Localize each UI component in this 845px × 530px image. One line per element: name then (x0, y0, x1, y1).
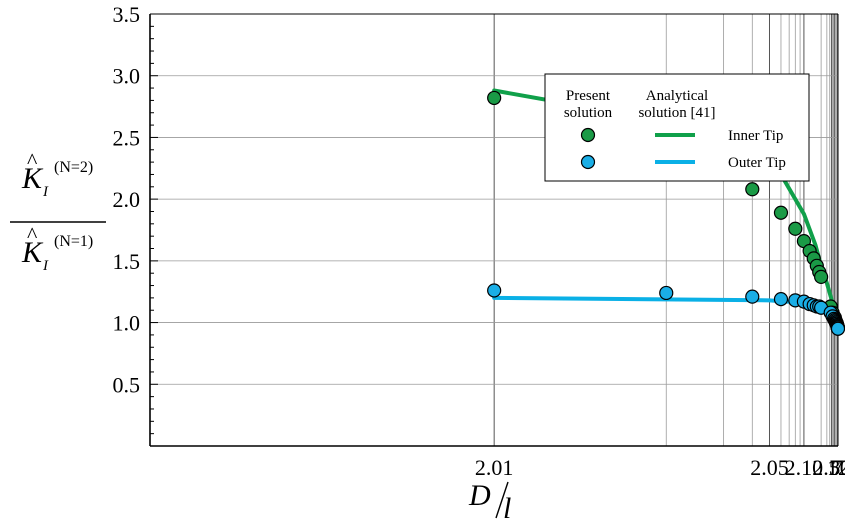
legend-header-line: Present (566, 88, 611, 104)
y-tick-label: 3.5 (113, 2, 141, 27)
data-point-inner-tip (774, 206, 787, 219)
data-point-outer-tip (488, 284, 501, 297)
y-label-num-hat: ^ (27, 148, 38, 173)
data-point-outer-tip (774, 293, 787, 306)
legend-marker-outer-tip (582, 156, 595, 169)
y-label-num-superscript: (N=2) (54, 159, 93, 176)
data-point-outer-tip (746, 290, 759, 303)
legend-label-outer-tip: Outer Tip (728, 155, 786, 171)
y-tick-label: 1.5 (113, 249, 141, 274)
legend-header-line: solution [41] (638, 105, 715, 121)
data-point-inner-tip (746, 183, 759, 196)
data-point-inner-tip (488, 91, 501, 104)
y-label-den-superscript: (N=1) (54, 233, 93, 250)
x-tick-label: 12 (827, 455, 845, 480)
y-tick-label: 2.0 (113, 187, 141, 212)
y-label-den-hat: ^ (27, 222, 38, 247)
y-tick-label: 0.5 (113, 372, 141, 397)
y-label-num-subscript: I (42, 184, 49, 200)
legend-header-line: Analytical (646, 88, 708, 104)
y-axis-title: K ^ I (N=2) K ^ I (N=1) (10, 148, 106, 274)
x-tick-label: 2.05 (750, 455, 789, 480)
data-point-inner-tip (789, 222, 802, 235)
x-tick-label: 2.01 (475, 455, 514, 480)
x-label-numerator: D (468, 479, 491, 512)
y-tick-label: 2.5 (113, 125, 141, 150)
y-tick-label: 1.0 (113, 311, 141, 336)
data-point-outer-tip (831, 322, 844, 335)
legend-label-inner-tip: Inner Tip (728, 128, 783, 144)
legend-marker-inner-tip (582, 129, 595, 142)
data-point-outer-tip (660, 286, 673, 299)
y-label-den-subscript: I (42, 258, 49, 274)
x-axis-title: D l (468, 479, 511, 525)
data-point-inner-tip (815, 270, 828, 283)
legend-header-line: solution (564, 105, 613, 121)
y-tick-label: 3.0 (113, 64, 141, 89)
x-label-denominator: l (503, 492, 511, 525)
